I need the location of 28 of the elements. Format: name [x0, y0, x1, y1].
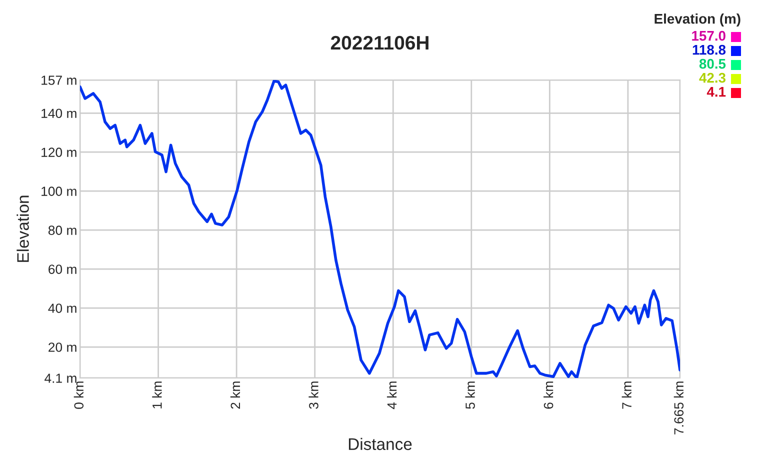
color-bar-label: 118.8	[692, 44, 726, 55]
y-tick-label: 120 m	[42, 148, 76, 158]
y-tick-label: 60 m	[48, 264, 76, 274]
color-bar-label: 80.5	[699, 58, 726, 69]
x-tick-label: 7.665 km	[674, 382, 684, 434]
y-tick-label: 140 m	[42, 108, 76, 118]
color-bar-label: 4.1	[706, 87, 726, 97]
x-axis-title: Distance	[348, 438, 412, 450]
x-tick-label: 0 km	[74, 382, 84, 409]
color-bar-title: Elevation (m)	[654, 14, 740, 26]
color-bar-label: 157.0	[692, 30, 726, 41]
y-tick-label: 40 m	[48, 304, 76, 313]
x-tick-label: 6 km	[544, 382, 554, 409]
x-tick-label: 7 km	[622, 382, 632, 409]
y-tick-label: 100 m	[42, 186, 76, 196]
y-tick-label: 20 m	[48, 342, 76, 352]
x-tick-label: 4 km	[386, 382, 397, 410]
x-tick-label: 3 km	[308, 382, 318, 409]
x-tick-label: 2 km	[230, 382, 240, 409]
chart-title: 20221106H	[330, 36, 428, 50]
color-bar-label: 42.3	[699, 72, 726, 83]
x-tick-label: 1 km	[152, 382, 162, 408]
x-tick-label: 5 km	[465, 382, 475, 409]
y-tick-label: 157 m	[42, 76, 76, 85]
y-tick-label: 4.1 m	[44, 374, 76, 383]
line-series	[80, 80, 680, 378]
y-tick-label: 80 m	[48, 226, 76, 235]
y-axis-title: Elevation	[16, 196, 29, 262]
